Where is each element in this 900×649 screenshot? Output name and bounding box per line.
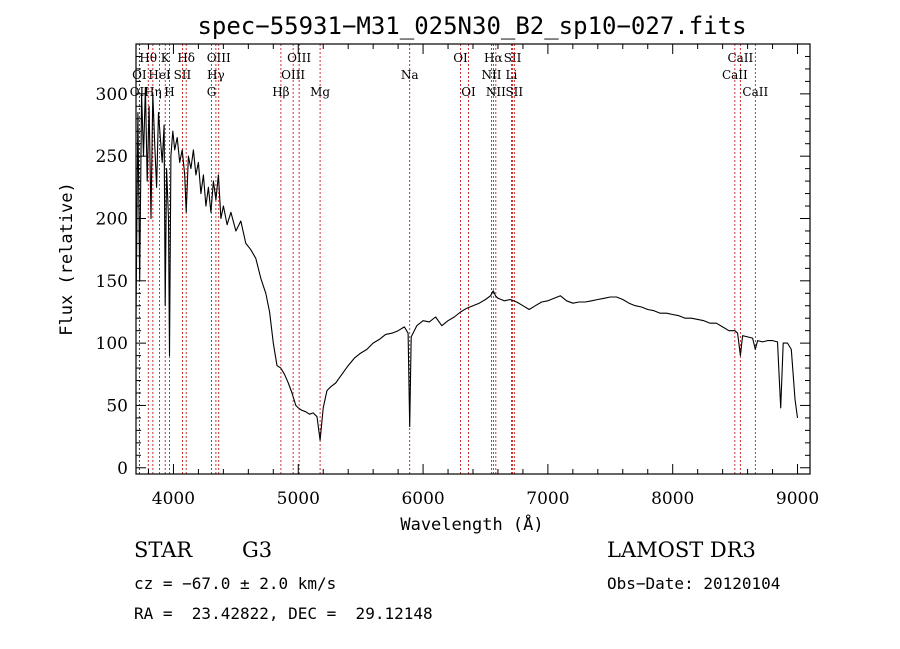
emission-line-label: OI [461, 85, 476, 99]
emission-line-label: K [161, 51, 171, 65]
emission-line-label: CaII [742, 85, 768, 99]
y-axis-label: Flux (relative) [57, 182, 77, 336]
emission-line-label: H [164, 85, 174, 99]
x-tick-label: 5000 [277, 489, 320, 509]
emission-line-label: NII [481, 68, 501, 82]
emission-line-label: SII [504, 51, 522, 65]
y-tick-label: 150 [96, 272, 128, 292]
emission-line-label: Mg [310, 85, 330, 99]
emission-line-label: Hδ [177, 51, 195, 65]
y-tick-label: 0 [117, 459, 128, 479]
emission-line-label: OIII [281, 68, 305, 82]
emission-line-label: Hγ [207, 68, 225, 82]
observation-date: Obs−Date: 20120104 [607, 574, 781, 593]
x-tick-label: 8000 [651, 489, 694, 509]
emission-line-label: CaII [722, 68, 748, 82]
y-tick-label: 250 [96, 147, 128, 167]
emission-line-label: NII [486, 85, 506, 99]
emission-line-label: SII [505, 85, 523, 99]
x-tick-label: 7000 [526, 489, 569, 509]
object-subclass: G3 [242, 538, 273, 562]
survey-name: LAMOST DR3 [607, 538, 756, 562]
object-class: STAR [134, 538, 193, 562]
emission-line-label: CaII [727, 51, 753, 65]
x-tick-label: 4000 [152, 489, 195, 509]
emission-line-label: Hη [144, 85, 162, 99]
spectrum-line [135, 87, 799, 441]
emission-line-label: OIII [207, 51, 231, 65]
emission-line-label: OII [130, 85, 150, 99]
redshift-velocity: cz = −67.0 ± 2.0 km/s [134, 574, 337, 593]
x-axis-label: Wavelength (Å) [400, 513, 543, 535]
x-tick-label: 6000 [401, 489, 444, 509]
y-tick-label: 100 [96, 334, 128, 354]
emission-line-label: Hθ [139, 51, 157, 65]
y-tick-label: 200 [96, 209, 128, 229]
emission-line-label: OI [453, 51, 468, 65]
emission-line-label: Na [401, 68, 419, 82]
emission-line-label: OIII [287, 51, 311, 65]
y-tick-label: 300 [96, 85, 128, 105]
emission-line-label: Hβ [272, 85, 289, 99]
spectrum-layer [135, 87, 799, 441]
emission-line-label: Hα [484, 51, 503, 65]
plot-frame [135, 43, 811, 475]
x-tick-label: 9000 [776, 489, 819, 509]
emission-line-label: SII [174, 68, 192, 82]
axis-ticks: 4000 5000 6000 7000 8000 9000 0 50 100 150 200 250 3… [96, 44, 819, 509]
y-tick-label: 50 [106, 396, 128, 416]
emission-line-label: OI [132, 68, 147, 82]
chart-title: spec−55931−M31_025N30_B2_sp10−027.fits [197, 12, 746, 40]
coordinates: RA = 23.42822, DEC = 29.12148 [134, 604, 433, 623]
emission-line-label: G [207, 85, 217, 99]
emission-line-label: HeI [148, 68, 171, 82]
emission-line-label: Li [506, 68, 518, 82]
